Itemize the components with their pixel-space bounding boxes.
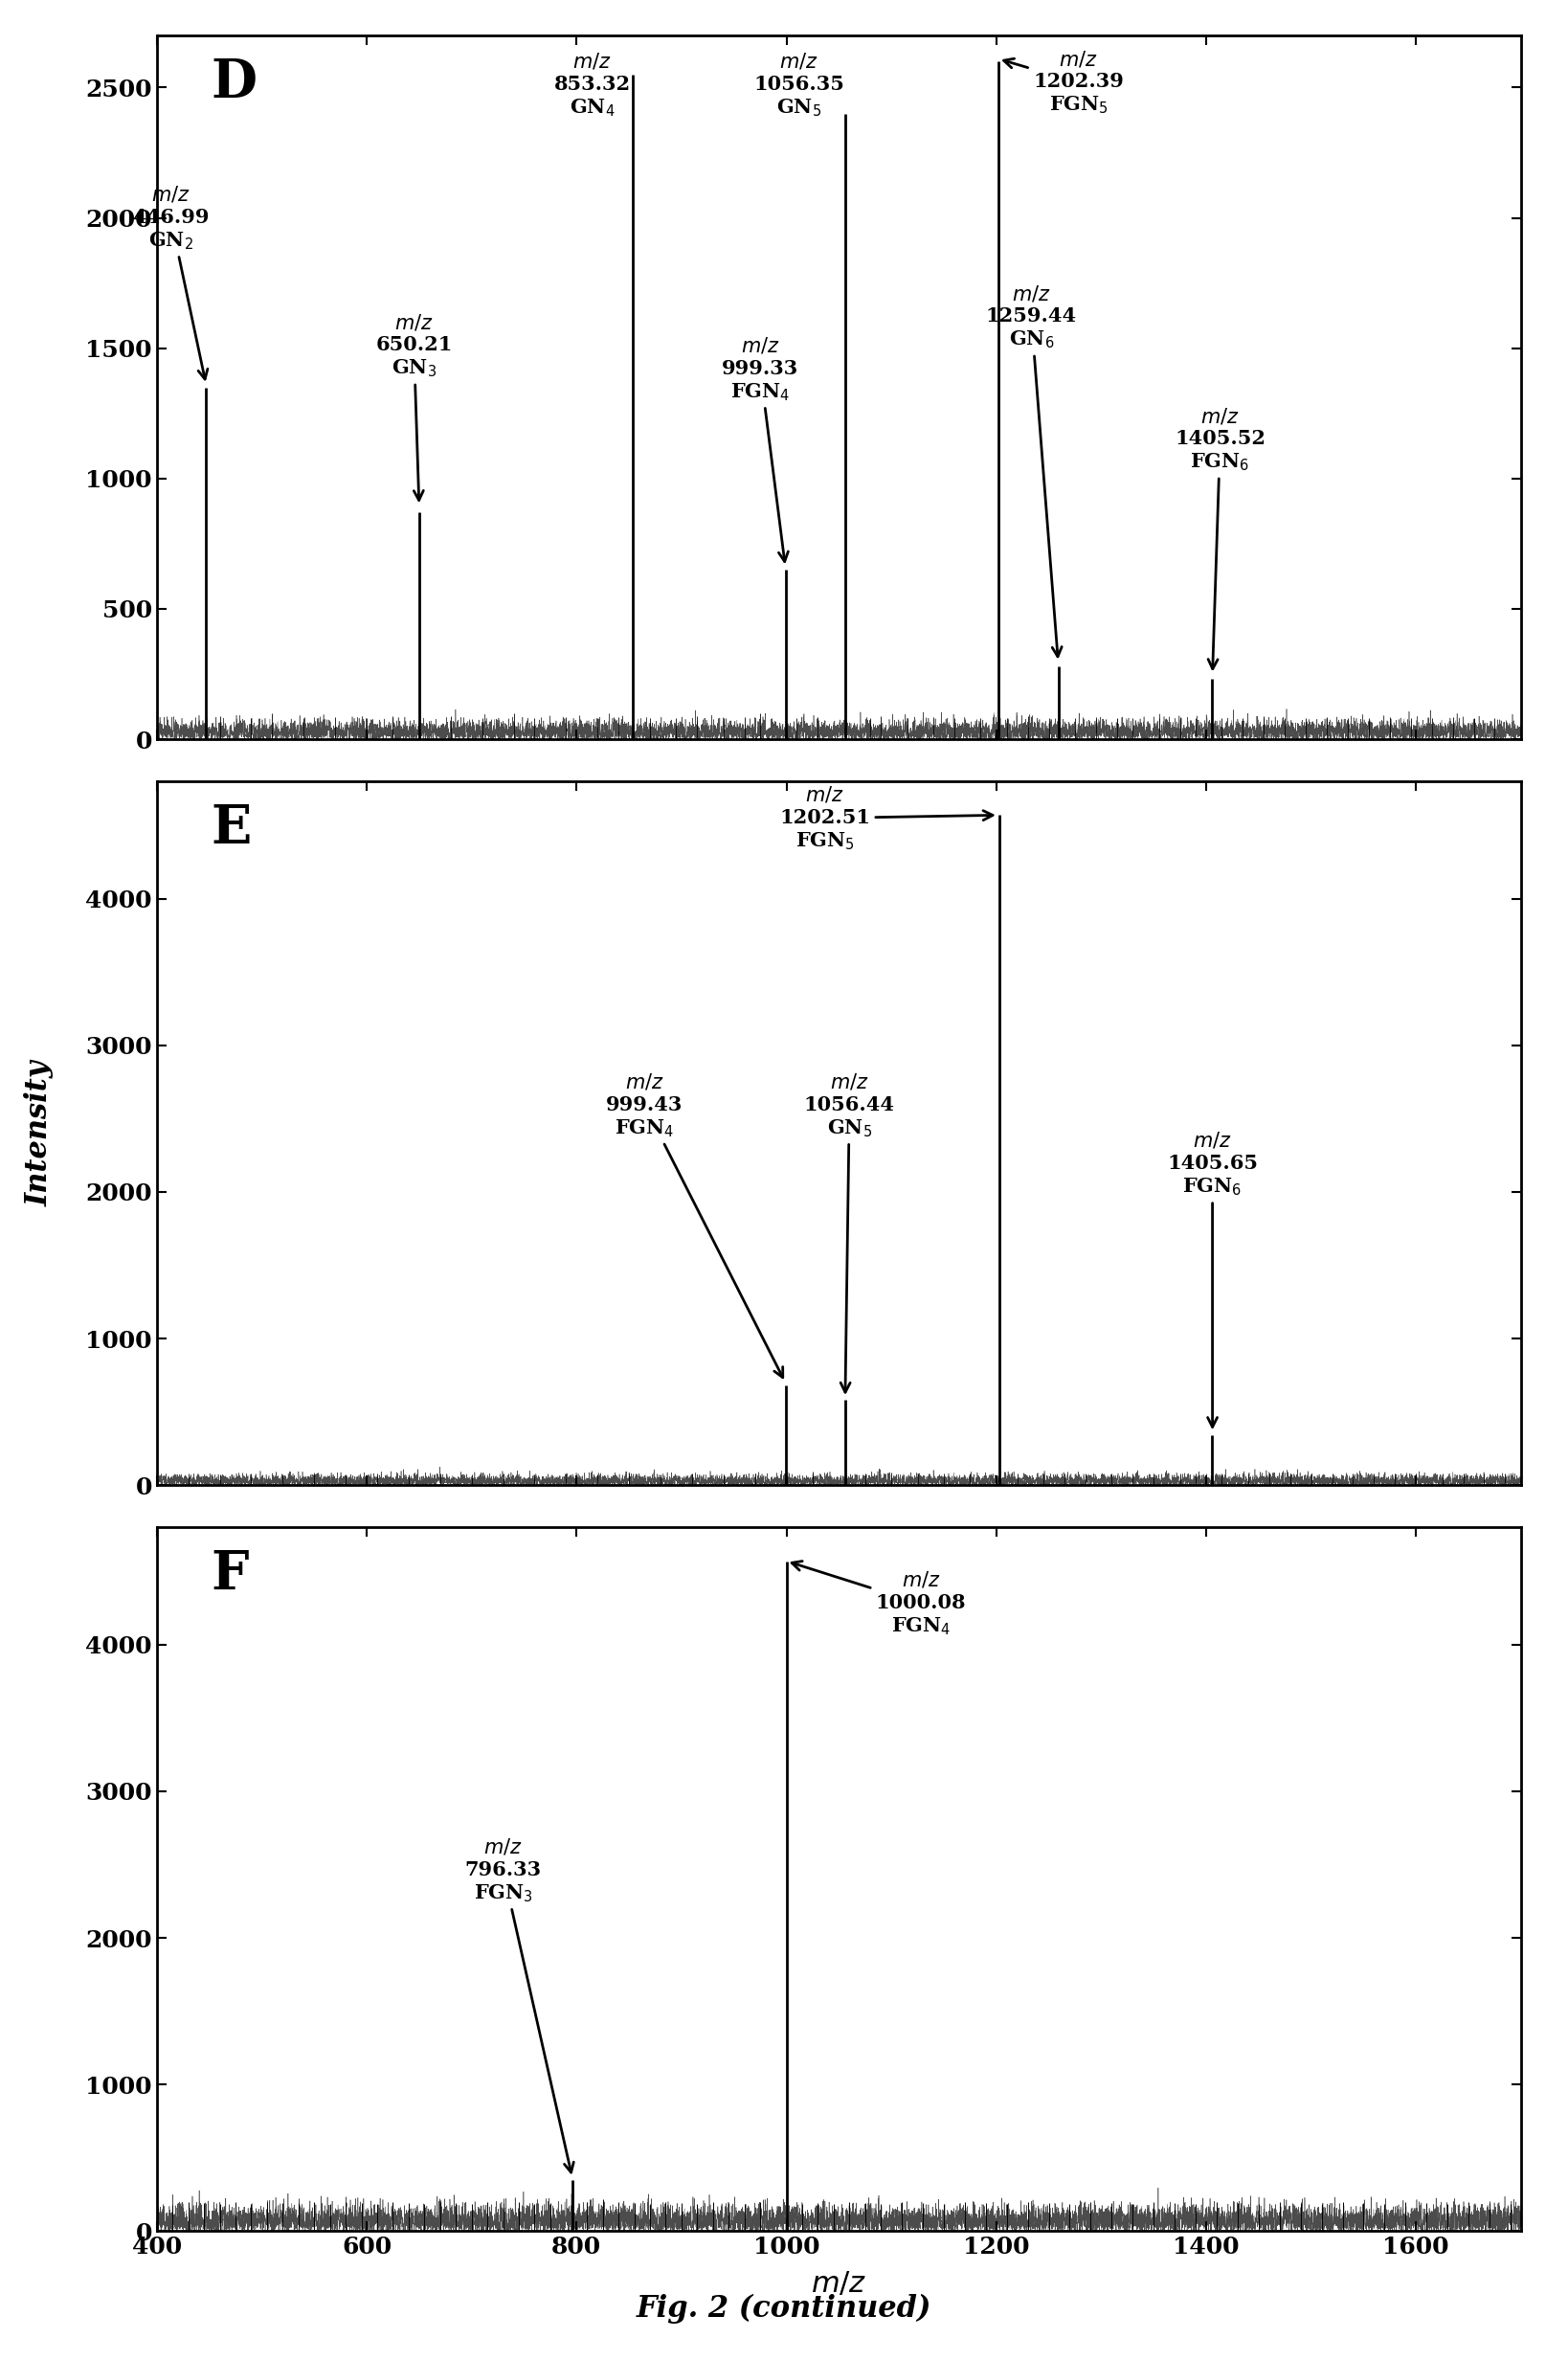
Text: $\it{m/z}$
1000.08
FGN$_4$: $\it{m/z}$ 1000.08 FGN$_4$ xyxy=(792,1561,966,1636)
Text: E: E xyxy=(212,803,252,855)
Text: $\it{m/z}$
999.43
FGN$_4$: $\it{m/z}$ 999.43 FGN$_4$ xyxy=(607,1072,782,1376)
Text: $\it{m/z}$
1056.35
GN$_5$: $\it{m/z}$ 1056.35 GN$_5$ xyxy=(754,52,845,118)
Text: $\it{m/z}$
1202.39
FGN$_5$: $\it{m/z}$ 1202.39 FGN$_5$ xyxy=(1004,50,1124,116)
Text: $\it{m/z}$
1056.44
GN$_5$: $\it{m/z}$ 1056.44 GN$_5$ xyxy=(804,1072,895,1393)
Text: Fig. 2 (continued): Fig. 2 (continued) xyxy=(637,2293,931,2323)
Text: F: F xyxy=(212,1549,249,1601)
Text: D: D xyxy=(212,57,257,109)
Text: $\it{m/z}$
853.32
GN$_4$: $\it{m/z}$ 853.32 GN$_4$ xyxy=(554,52,630,118)
X-axis label: $\it{m/z}$: $\it{m/z}$ xyxy=(811,2269,867,2300)
Text: $\it{m/z}$
999.33
FGN$_4$: $\it{m/z}$ 999.33 FGN$_4$ xyxy=(721,335,798,562)
Text: $\it{m/z}$
1405.52
FGN$_6$: $\it{m/z}$ 1405.52 FGN$_6$ xyxy=(1174,406,1265,668)
Text: $\it{m/z}$
1405.65
FGN$_6$: $\it{m/z}$ 1405.65 FGN$_6$ xyxy=(1167,1131,1258,1426)
Text: $\it{m/z}$
1202.51
FGN$_5$: $\it{m/z}$ 1202.51 FGN$_5$ xyxy=(779,784,993,852)
Text: $\it{m/z}$
796.33
FGN$_3$: $\it{m/z}$ 796.33 FGN$_3$ xyxy=(464,1837,574,2172)
Text: $\it{m/z}$
650.21
GN$_3$: $\it{m/z}$ 650.21 GN$_3$ xyxy=(375,312,452,501)
Text: $\it{m/z}$
446.99
GN$_2$: $\it{m/z}$ 446.99 GN$_2$ xyxy=(132,184,209,380)
Text: $\it{m/z}$
1259.44
GN$_6$: $\it{m/z}$ 1259.44 GN$_6$ xyxy=(986,283,1077,656)
Text: Intensity: Intensity xyxy=(25,1060,53,1206)
